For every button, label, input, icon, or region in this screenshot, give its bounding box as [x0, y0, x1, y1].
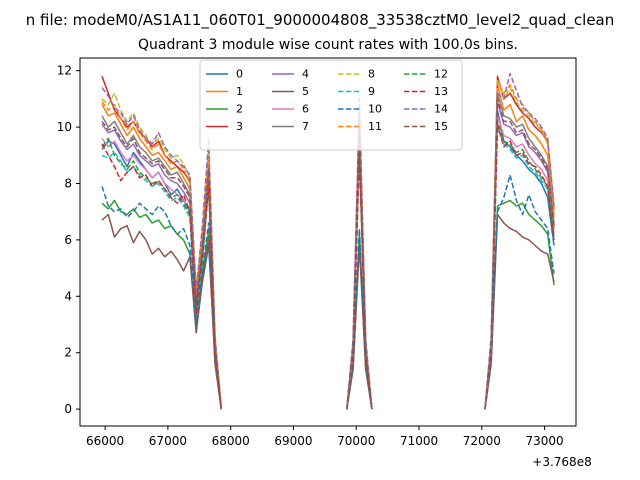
legend-label: 0	[236, 68, 243, 81]
legend-label: 12	[434, 68, 448, 81]
legend-item: 1	[206, 85, 243, 98]
y-tick-label: 8	[64, 176, 72, 190]
legend-item: 11	[338, 120, 382, 133]
legend-label: 10	[368, 103, 382, 116]
y-tick-label: 10	[57, 120, 72, 134]
series-line-5	[101, 213, 223, 410]
legend-item: 12	[404, 68, 448, 81]
legend-label: 2	[236, 103, 243, 116]
legend-item: 0	[206, 68, 243, 81]
x-tick-label: 68000	[212, 434, 250, 448]
legend-label: 9	[368, 85, 375, 98]
legend-item: 9	[338, 85, 375, 98]
series-line-11	[101, 101, 223, 410]
figure-suptitle: n file: modeM0/AS1A11_060T01_9000004808_…	[26, 11, 615, 30]
series-line-7	[101, 115, 223, 410]
legend-item: 10	[338, 103, 382, 116]
series-layer	[101, 72, 555, 410]
series-line-15	[484, 98, 555, 410]
x-axis: 66000 67000 68000 69000 70000 71000 72000 73000	[86, 426, 564, 448]
series-line-10	[484, 174, 555, 410]
legend-item: 8	[338, 68, 375, 81]
x-tick-label: 72000	[463, 434, 501, 448]
legend-item: 6	[272, 103, 309, 116]
legend-item: 13	[404, 85, 448, 98]
series-line-14	[101, 87, 223, 410]
legend-label: 6	[302, 103, 309, 116]
legend-item: 14	[404, 103, 448, 116]
y-tick-label: 0	[64, 402, 72, 416]
legend-label: 5	[302, 85, 309, 98]
series-line-10	[101, 186, 223, 410]
legend-item: 7	[272, 120, 309, 133]
legend-label: 15	[434, 120, 448, 133]
legend-label: 11	[368, 120, 382, 133]
legend-label: 14	[434, 103, 448, 116]
chart-title: Quadrant 3 module wise count rates with …	[138, 37, 518, 53]
legend-label: 7	[302, 120, 309, 133]
y-tick-label: 12	[57, 64, 72, 78]
x-tick-label: 66000	[86, 434, 124, 448]
series-line-15	[101, 120, 223, 410]
legend-label: 3	[236, 120, 243, 133]
legend-frame	[199, 59, 463, 151]
y-tick-label: 2	[64, 346, 72, 360]
legend-label: 4	[302, 68, 309, 81]
plot-area-frame	[79, 57, 577, 427]
y-tick-label: 6	[64, 233, 72, 247]
x-tick-label: 69000	[274, 434, 312, 448]
y-tick-label: 4	[64, 289, 72, 303]
legend-item: 3	[206, 120, 243, 133]
x-tick-label: 67000	[149, 434, 187, 448]
x-tick-label: 73000	[526, 434, 564, 448]
legend-label: 13	[434, 85, 448, 98]
series-line-9	[484, 126, 555, 410]
legend-item: 5	[272, 85, 309, 98]
y-axis: 0 2 4 6 8 10 12	[57, 64, 80, 416]
x-axis-offset-label: +3.768e8	[532, 455, 591, 469]
series-line-7	[484, 92, 555, 410]
legend-item: 2	[206, 103, 243, 116]
legend-label: 1	[236, 85, 243, 98]
x-tick-label: 71000	[400, 434, 438, 448]
x-tick-label: 70000	[337, 434, 375, 448]
legend-item: 15	[404, 120, 448, 133]
legend-item: 4	[272, 68, 309, 81]
legend-label: 8	[368, 68, 375, 81]
